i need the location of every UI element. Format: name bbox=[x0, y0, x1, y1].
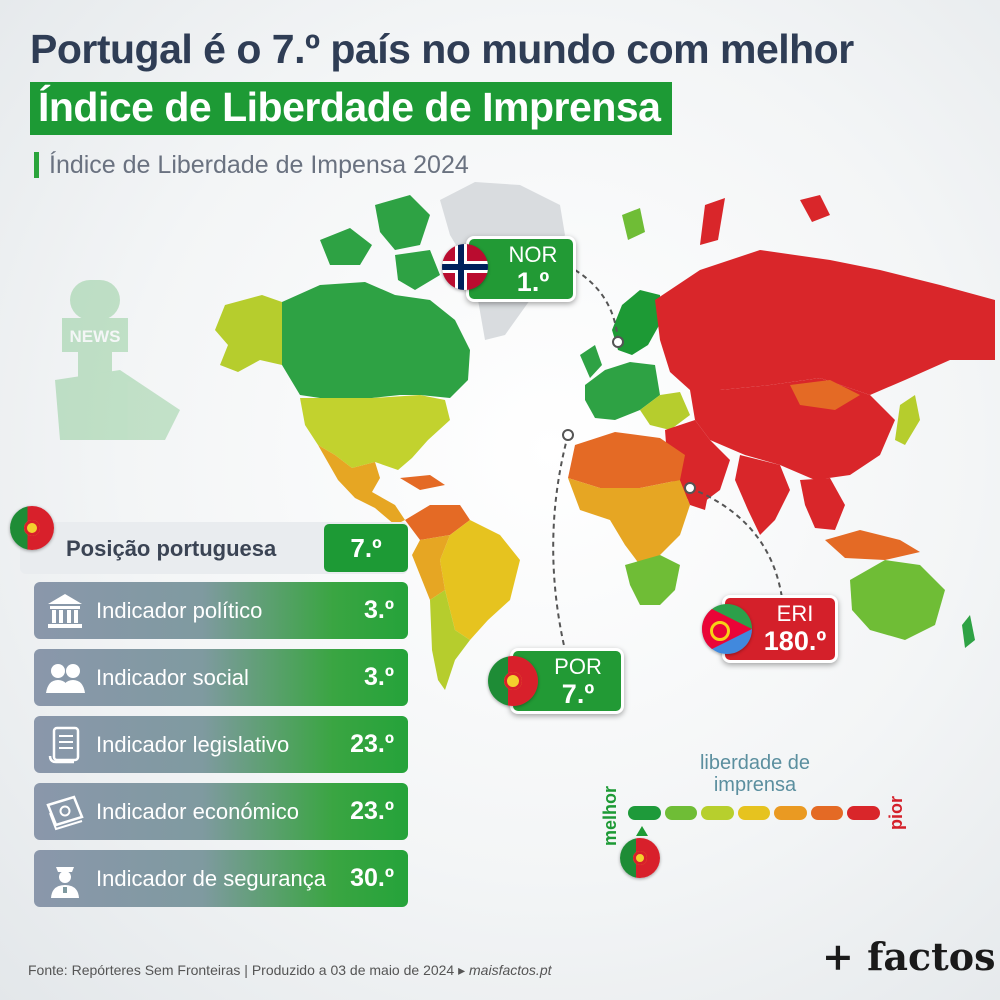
western-europe bbox=[585, 362, 660, 420]
connector-nor bbox=[574, 269, 619, 343]
indicator-economic: Indicador económico 23.º bbox=[34, 783, 408, 840]
legend-position-marker bbox=[636, 826, 648, 836]
indicator-value: 3.º bbox=[364, 596, 394, 624]
source-text: Fonte: Repórteres Sem Fronteiras | Produ… bbox=[28, 962, 470, 978]
indicator-label: Indicador legislativo bbox=[96, 732, 290, 757]
news-microphone-icon: NEWS bbox=[55, 280, 180, 440]
government-building-icon bbox=[48, 594, 82, 628]
indonesia bbox=[825, 530, 920, 560]
news-label: NEWS bbox=[70, 327, 121, 346]
legend-segment-1 bbox=[664, 806, 698, 820]
security-officer-icon bbox=[51, 867, 79, 898]
marker-nor bbox=[612, 336, 624, 348]
legend-color-scale bbox=[628, 806, 881, 820]
indicator-value: 23.º bbox=[350, 797, 394, 825]
portuguese-position-row: Posição portuguesa 7.º bbox=[20, 522, 408, 574]
canada bbox=[282, 282, 470, 398]
norway-flag-icon bbox=[442, 244, 488, 290]
india bbox=[735, 455, 790, 535]
alaska bbox=[215, 295, 282, 372]
canada-arctic-2 bbox=[320, 228, 372, 265]
portugal-flag-icon bbox=[10, 506, 54, 550]
southeast-asia bbox=[800, 478, 845, 530]
portuguese-position-value: 7.º bbox=[324, 524, 408, 572]
scandinavia bbox=[612, 290, 662, 355]
west-central-africa bbox=[568, 478, 690, 565]
connector-por bbox=[552, 434, 569, 651]
portugal-flag-icon bbox=[620, 838, 660, 878]
north-africa bbox=[568, 432, 685, 488]
canada-arctic bbox=[375, 195, 430, 250]
caribbean bbox=[400, 475, 445, 490]
headline: Portugal é o 7.º país no mundo com melho… bbox=[30, 26, 854, 72]
marker-por bbox=[562, 429, 574, 441]
people-icon bbox=[46, 664, 85, 693]
usa bbox=[300, 395, 450, 470]
eritrea-flag-icon bbox=[702, 604, 752, 654]
novaya-zemlya bbox=[700, 198, 725, 245]
callout-code: POR bbox=[554, 654, 602, 679]
mexico bbox=[318, 445, 405, 525]
legend-segment-6 bbox=[847, 806, 881, 820]
portuguese-position-label: Posição portuguesa bbox=[66, 536, 277, 561]
brazil bbox=[440, 520, 520, 640]
iceland-uk bbox=[580, 345, 602, 378]
callout-code: ERI bbox=[776, 601, 814, 626]
canada-arctic-3 bbox=[395, 250, 440, 290]
indicator-value: 3.º bbox=[364, 663, 394, 691]
indicator-security: Indicador de segurança 30.º bbox=[34, 850, 408, 907]
peru-bolivia bbox=[412, 535, 450, 600]
australia bbox=[850, 560, 945, 640]
legend-segment-2 bbox=[701, 806, 734, 820]
money-stack-icon bbox=[46, 795, 84, 831]
new-zealand bbox=[962, 615, 975, 648]
southern-africa bbox=[625, 555, 680, 605]
svalbard bbox=[622, 208, 645, 240]
legend-segment-5 bbox=[810, 806, 844, 820]
indicator-label: Indicador económico bbox=[96, 799, 300, 824]
marker-eri bbox=[684, 482, 696, 494]
legend-segment-3 bbox=[737, 806, 771, 820]
source-site: maisfactos.pt bbox=[469, 962, 552, 978]
russia-arctic-island bbox=[800, 195, 830, 222]
indicator-label: Indicador político bbox=[96, 598, 263, 623]
indicator-value: 23.º bbox=[350, 730, 394, 758]
indicator-political: Indicador político 3.º bbox=[34, 582, 408, 639]
subtitle: Índice de Liberdade de Impensa 2024 bbox=[34, 152, 469, 178]
callout-code: NOR bbox=[508, 242, 558, 267]
indicator-social: Indicador social 3.º bbox=[34, 649, 408, 706]
legend-worst-label: pior bbox=[886, 796, 906, 830]
indicator-label: Indicador de segurança bbox=[96, 866, 326, 891]
legend-segment-4 bbox=[774, 806, 807, 820]
headline-highlight: Índice de Liberdade de Imprensa bbox=[30, 82, 673, 135]
indicator-legislative: Indicador legislativo 23.º bbox=[34, 716, 408, 773]
legend-best-label: melhor bbox=[600, 785, 620, 846]
mongolia bbox=[790, 380, 860, 410]
eastern-europe bbox=[640, 392, 690, 430]
callout-rank: 180.º bbox=[763, 626, 827, 656]
source-note: Fonte: Repórteres Sem Fronteiras | Produ… bbox=[28, 962, 552, 979]
indicator-label: Indicador social bbox=[96, 665, 249, 690]
portugal-flag-icon bbox=[488, 656, 538, 706]
scroll-document-icon bbox=[48, 726, 80, 764]
brand-logo: + factos bbox=[822, 934, 996, 979]
argentina-chile bbox=[430, 590, 470, 690]
indicator-value: 30.º bbox=[350, 864, 394, 892]
connector-eri bbox=[689, 487, 783, 599]
russia bbox=[655, 250, 995, 395]
venezuela-colombia bbox=[405, 505, 470, 540]
legend-segment-0 bbox=[628, 806, 661, 820]
legend-title: liberdade de imprensa bbox=[699, 752, 811, 796]
callout-rank: 7.º bbox=[561, 679, 595, 709]
japan bbox=[895, 395, 920, 445]
callout-rank: 1.º bbox=[516, 267, 550, 297]
